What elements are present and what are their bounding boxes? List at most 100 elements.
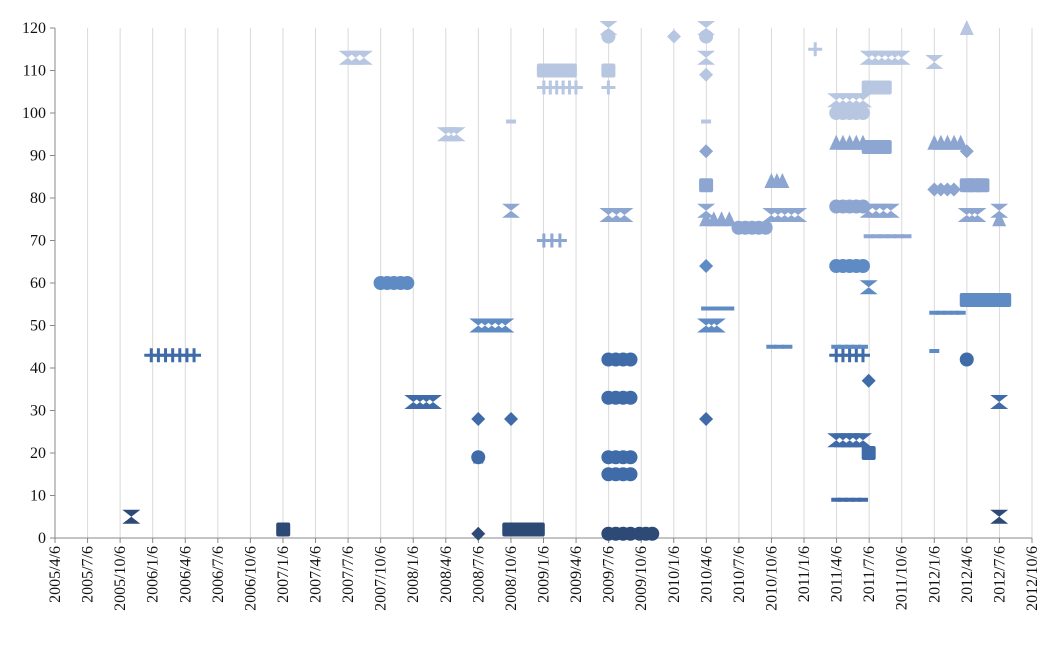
data-point-9 (471, 412, 486, 426)
data-point-40 (699, 178, 714, 193)
marker-circle (623, 390, 638, 405)
marker-dash (837, 344, 848, 349)
data-point-5 (632, 526, 660, 541)
data-point-50 (861, 140, 892, 154)
marker-x (707, 318, 726, 333)
x-tick-label: 2012/4/6 (959, 546, 976, 603)
data-point-21 (861, 373, 876, 388)
marker-square (877, 140, 892, 154)
marker-diamond (959, 144, 974, 159)
data-point-42 (699, 211, 737, 227)
data-point-41 (699, 144, 714, 159)
data-point-10 (504, 412, 519, 426)
y-tick-label: 20 (30, 445, 46, 462)
marker-dash (831, 344, 842, 349)
data-point-57 (992, 211, 1007, 227)
marker-plus-v (149, 348, 153, 363)
data-point-2 (471, 526, 486, 541)
marker-plus-v (861, 348, 865, 363)
data-point-62 (536, 63, 577, 78)
marker-diamond (861, 373, 876, 388)
marker-dash (935, 310, 946, 315)
marker-dash (871, 234, 882, 239)
data-point-13 (601, 450, 638, 465)
data-point-18 (831, 497, 868, 502)
marker-diamond (699, 259, 714, 273)
data-point-75 (827, 93, 872, 108)
marker-square (699, 178, 714, 193)
marker-x (697, 21, 716, 35)
marker-x (990, 509, 1009, 524)
marker-diamond (699, 144, 714, 159)
data-point-47 (829, 199, 870, 214)
marker-plus-v (171, 348, 175, 363)
marker-circle (758, 220, 773, 235)
data-point-51 (863, 234, 912, 239)
data-point-53 (927, 134, 968, 150)
data-point-49 (859, 203, 900, 218)
data-point-36 (959, 293, 1012, 307)
data-point-34 (929, 310, 966, 315)
data-point-22 (829, 348, 870, 363)
marker-dash (701, 119, 712, 124)
marker-dash (863, 234, 874, 239)
data-point-76 (829, 106, 870, 120)
marker-triangle (959, 20, 974, 35)
x-tick-label: 2011/10/6 (894, 546, 911, 610)
marker-dash (716, 306, 727, 311)
data-point-79 (925, 55, 944, 69)
marker-plus-v (813, 42, 817, 57)
x-tick-label: 2008/4/6 (438, 546, 455, 603)
marker-dash (886, 234, 897, 239)
marker-circle (623, 450, 638, 465)
data-point-4 (601, 526, 638, 541)
marker-square (861, 446, 876, 460)
x-tick-label: 2006/4/6 (177, 546, 194, 603)
marker-dash (837, 497, 848, 502)
marker-x (697, 50, 716, 65)
data-point-30 (766, 344, 793, 349)
x-tick-label: 2012/10/6 (1024, 546, 1041, 611)
marker-plus-v (178, 348, 182, 363)
marker-diamond (471, 412, 486, 426)
x-tick-label: 2010/7/6 (731, 546, 748, 603)
data-point-24 (959, 352, 974, 367)
marker-plus-v (606, 80, 610, 95)
y-tick-label: 70 (30, 233, 46, 250)
data-point-52 (927, 182, 961, 197)
data-point-58 (990, 203, 1009, 218)
x-tick-label: 2010/4/6 (698, 546, 715, 603)
marker-x (789, 208, 808, 222)
marker-square (601, 63, 616, 78)
marker-dash (929, 349, 940, 353)
marker-dash (701, 306, 712, 311)
x-tick-label: 2005/7/6 (80, 546, 97, 603)
data-point-32 (829, 259, 870, 273)
marker-dash (774, 344, 785, 349)
x-tick-label: 2009/4/6 (568, 546, 585, 603)
data-point-72 (699, 67, 714, 82)
data-point-37 (502, 203, 521, 218)
y-tick-label: 110 (23, 63, 46, 80)
marker-dash (708, 306, 719, 311)
x-tick-label: 2007/10/6 (373, 546, 390, 611)
marker-x (968, 208, 987, 222)
marker-x (502, 203, 521, 218)
x-tick-label: 2012/7/6 (991, 546, 1008, 603)
data-point-43 (697, 203, 716, 218)
data-point-67 (599, 21, 618, 35)
marker-dash (949, 310, 960, 315)
marker-circle (623, 352, 638, 367)
data-point-26 (469, 318, 515, 333)
data-point-33 (859, 280, 878, 295)
x-tick-label: 2009/10/6 (633, 546, 650, 611)
marker-plus-v (542, 233, 546, 248)
x-tick-label: 2007/4/6 (308, 546, 325, 603)
y-tick-labels: 0 10 20 30 40 50 60 70 80 90 100 110 120 (22, 20, 46, 547)
marker-x (423, 395, 442, 409)
marker-x (990, 395, 1009, 409)
x-tick-label: 2008/7/6 (470, 546, 487, 603)
data-point-27 (701, 306, 735, 311)
data-point-61 (506, 119, 517, 124)
data-point-6 (990, 509, 1009, 524)
